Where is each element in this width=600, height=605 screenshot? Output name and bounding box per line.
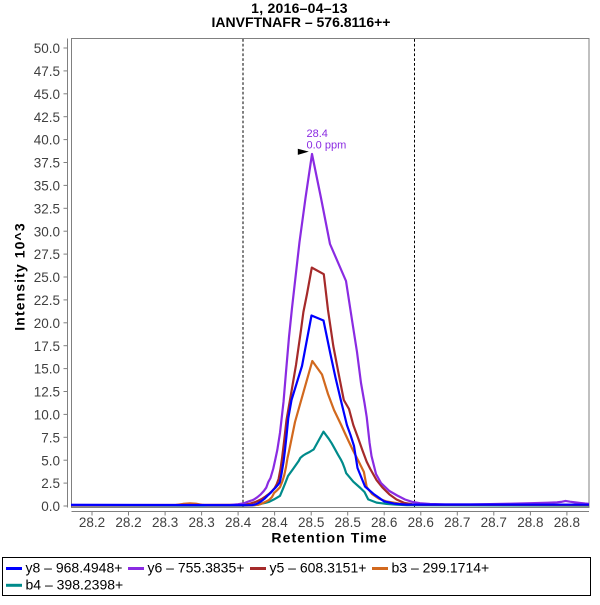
svg-text:28.3: 28.3 — [152, 515, 178, 530]
svg-text:28.8: 28.8 — [517, 515, 543, 530]
svg-text:47.5: 47.5 — [34, 64, 60, 79]
svg-text:35.0: 35.0 — [34, 179, 60, 194]
svg-text:0.0 ppm: 0.0 ppm — [307, 140, 347, 152]
svg-text:25.0: 25.0 — [34, 270, 60, 285]
svg-text:28.3: 28.3 — [188, 515, 214, 530]
svg-text:28.5: 28.5 — [335, 515, 361, 530]
svg-text:b4 – 398.2398+: b4 – 398.2398+ — [26, 576, 124, 592]
svg-text:0.0: 0.0 — [41, 499, 60, 514]
svg-text:7.5: 7.5 — [41, 430, 60, 445]
svg-text:50.0: 50.0 — [34, 41, 60, 56]
svg-text:12.5: 12.5 — [34, 385, 60, 400]
svg-text:2.5: 2.5 — [41, 476, 60, 491]
svg-text:y6 – 755.3835+: y6 – 755.3835+ — [148, 560, 245, 576]
svg-text:28.7: 28.7 — [444, 515, 470, 530]
svg-text:45.0: 45.0 — [34, 87, 60, 102]
svg-text:Retention Time: Retention Time — [271, 530, 387, 546]
svg-text:40.0: 40.0 — [34, 133, 60, 148]
svg-text:28.4: 28.4 — [261, 515, 288, 530]
svg-text:y5 – 608.3151+: y5 – 608.3151+ — [270, 560, 367, 576]
svg-text:28.8: 28.8 — [554, 515, 580, 530]
svg-text:17.5: 17.5 — [34, 339, 60, 354]
svg-text:IANVFTNAFR – 576.8116++: IANVFTNAFR – 576.8116++ — [212, 14, 391, 30]
svg-text:5.0: 5.0 — [41, 453, 60, 468]
svg-text:28.7: 28.7 — [481, 515, 507, 530]
svg-text:20.0: 20.0 — [34, 316, 60, 331]
svg-text:28.6: 28.6 — [408, 515, 434, 530]
svg-text:15.0: 15.0 — [34, 362, 60, 377]
svg-text:42.5: 42.5 — [34, 110, 60, 125]
svg-text:Intensity 10^3: Intensity 10^3 — [12, 222, 28, 330]
svg-text:30.0: 30.0 — [34, 224, 60, 239]
svg-text:b3 – 299.1714+: b3 – 299.1714+ — [392, 560, 490, 576]
svg-text:28.4: 28.4 — [225, 515, 252, 530]
svg-text:28.6: 28.6 — [371, 515, 397, 530]
svg-text:32.5: 32.5 — [34, 201, 60, 216]
svg-text:28.4: 28.4 — [307, 128, 328, 140]
svg-text:28.2: 28.2 — [115, 515, 141, 530]
svg-text:28.5: 28.5 — [298, 515, 324, 530]
svg-text:10.0: 10.0 — [34, 408, 60, 423]
svg-text:37.5: 37.5 — [34, 156, 60, 171]
svg-text:y8 – 968.4948+: y8 – 968.4948+ — [26, 560, 123, 576]
svg-text:27.5: 27.5 — [34, 247, 60, 262]
svg-text:1, 2016–04–13: 1, 2016–04–13 — [251, 0, 348, 16]
svg-text:22.5: 22.5 — [34, 293, 60, 308]
svg-text:28.2: 28.2 — [79, 515, 105, 530]
